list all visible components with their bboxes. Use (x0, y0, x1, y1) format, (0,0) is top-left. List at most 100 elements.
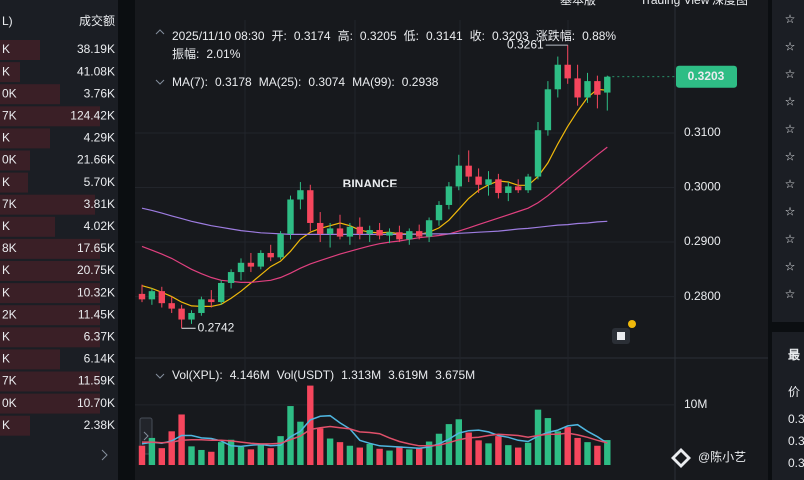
candle-body (534, 130, 542, 177)
more-arrow[interactable] (101, 449, 108, 461)
volume-bar (247, 449, 255, 465)
candle-body (247, 262, 255, 267)
row-side: K (2, 352, 10, 366)
volume-bar (158, 448, 165, 465)
row-amount: 10.32K (77, 285, 115, 299)
candle-body (495, 179, 502, 193)
volume-bar (534, 409, 542, 465)
candle-body (584, 81, 591, 98)
depth-bar (0, 393, 100, 414)
alert-icon[interactable] (612, 320, 636, 344)
volume-bar (584, 442, 591, 465)
legend-text: 0.3178 (215, 75, 252, 89)
star-icon: ☆ (785, 122, 796, 136)
candle-body (208, 299, 215, 303)
volume-bar (336, 442, 344, 465)
star-icon: ☆ (785, 95, 796, 109)
legend-text: MA(99): (352, 75, 395, 89)
star-icon: ☆ (785, 150, 796, 164)
row-amount: 4.29K (84, 131, 115, 145)
row-side: 0K (2, 153, 17, 167)
row-amount: 2.38K (84, 418, 115, 432)
star-icon: ☆ (785, 12, 796, 26)
y-tick-label: 0.3000 (684, 180, 721, 194)
volume-bar (406, 449, 413, 465)
last-price-tag (676, 65, 737, 88)
volume-bar (257, 444, 264, 465)
row-side: K (2, 175, 10, 189)
brand-watermark: BINANCE (343, 177, 398, 191)
volume-bar (366, 443, 373, 465)
volume-bar (287, 406, 294, 465)
legend-text: 开: (272, 29, 287, 43)
volume-bar (237, 446, 245, 465)
book-panel (772, 332, 804, 480)
legend-text: Vol(USDT) (277, 368, 334, 382)
volume-bar (515, 447, 522, 465)
legend-text: MA(7): (172, 75, 208, 89)
candle-body (178, 308, 185, 320)
row-side: 7K (2, 374, 17, 388)
volume-bar (218, 442, 225, 465)
collapse-icon[interactable] (155, 29, 165, 379)
watch-panel (772, 0, 804, 322)
candle-body (524, 176, 532, 191)
candle-body (594, 81, 601, 95)
row-side: 7K (2, 108, 17, 122)
candle-body (376, 230, 383, 236)
star-icon: ☆ (785, 260, 796, 274)
depth-bar (0, 305, 100, 326)
low-label: 0.2742 (198, 320, 235, 334)
row-side: 2K (2, 307, 17, 321)
candle-body (425, 220, 433, 237)
candle-body (455, 165, 462, 187)
top-tab: Trading View (640, 0, 710, 7)
candle-body (574, 78, 581, 98)
y-tick-label: 0.2800 (684, 289, 721, 303)
column-header: L) (2, 14, 13, 28)
star-icon: ☆ (785, 205, 796, 219)
legend-text: 0.88% (582, 29, 616, 43)
volume-bar (386, 450, 393, 465)
row-side: K (2, 263, 10, 277)
legend-text: MA(25): (259, 75, 302, 89)
candle-body (485, 179, 492, 185)
candle-body (277, 233, 284, 258)
volume-bar (425, 441, 433, 465)
legend-text: Vol(XPL): (172, 368, 223, 382)
ma-line (141, 146, 608, 283)
candle-body (336, 228, 344, 237)
last-price-label: 0.3203 (688, 69, 725, 83)
book-price: 0.3 (788, 434, 804, 448)
depth-bar (0, 150, 30, 171)
volume-bar (594, 445, 601, 465)
volume-bar (524, 442, 532, 465)
row-amount: 17.65K (77, 241, 115, 255)
depth-bar (0, 172, 28, 193)
volume-bar (317, 428, 324, 465)
row-side: K (2, 64, 10, 78)
volume-bar (544, 418, 552, 465)
candle-body (515, 186, 522, 191)
depth-bar (0, 261, 100, 281)
depth-bar (0, 327, 100, 348)
star-icon: ☆ (785, 40, 796, 54)
panel-title: 最 (788, 348, 801, 362)
ma-line (141, 207, 608, 235)
row-side: 7K (2, 197, 17, 211)
volume-bar (505, 445, 512, 465)
column-header: 成交额 (79, 13, 115, 28)
book-price: 0.3 (788, 412, 804, 426)
legend-text: 3.619M (388, 368, 428, 382)
depth-bar (0, 128, 50, 149)
depth-bar (0, 106, 100, 127)
volume-bar (267, 448, 274, 465)
top-tab: 基本版 (560, 0, 596, 7)
volume-ma-line (142, 425, 608, 447)
candle-body (138, 293, 146, 300)
volume-bar (168, 431, 175, 465)
candle-body (227, 272, 235, 283)
row-amount: 124.42K (70, 108, 115, 122)
row-side: 0K (2, 396, 17, 410)
